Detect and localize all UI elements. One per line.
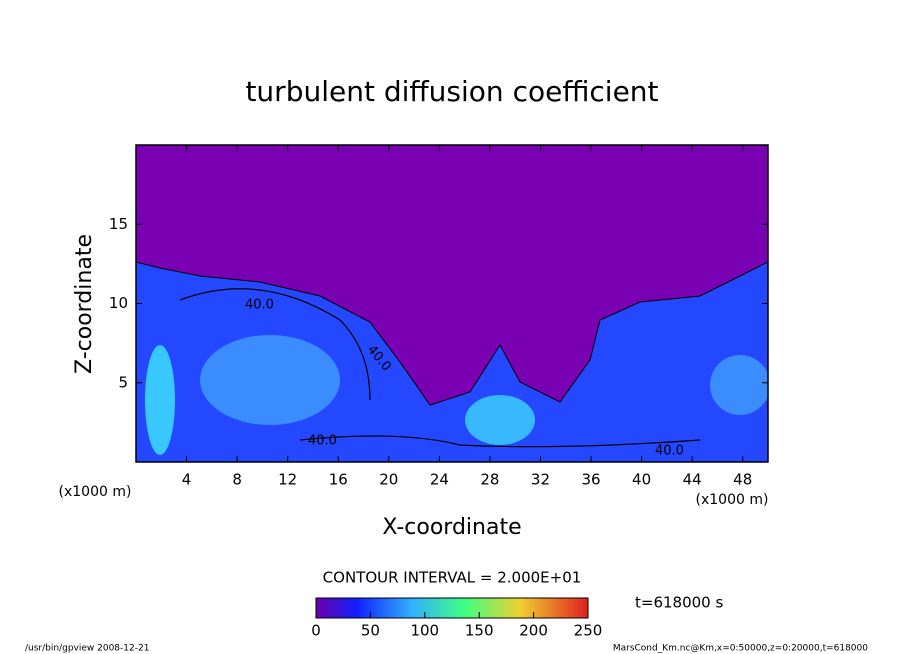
colorbar-tick-label: 250 (574, 622, 603, 640)
contour-label: 40.0 (308, 434, 337, 449)
contour-label: 40.0 (245, 298, 274, 313)
field-region (710, 355, 768, 415)
colorbar-tick-label: 150 (465, 622, 494, 640)
x-axis-label: X-coordinate (382, 515, 521, 540)
colorbar-tick-label: 200 (519, 622, 548, 640)
contour-label: 40.0 (655, 444, 684, 459)
x-tick-label: 12 (278, 471, 297, 489)
x-tick-label: 16 (329, 471, 348, 489)
colorbar-tick-label: 0 (311, 622, 321, 640)
y-tick-label: 5 (118, 373, 128, 391)
chart-title: turbulent diffusion coefficient (245, 75, 658, 108)
x-tick-label: 20 (379, 471, 398, 489)
x-tick-label: 24 (430, 471, 449, 489)
x-tick-label: 4 (182, 471, 192, 489)
field-region (465, 395, 535, 445)
x-tick-label: 48 (733, 471, 752, 489)
x-tick-label: 32 (531, 471, 550, 489)
x-tick-label: 40 (632, 471, 651, 489)
time-label: t=618000 s (635, 594, 723, 612)
field-region (145, 345, 175, 455)
contour-interval: CONTOUR INTERVAL = 2.000E+01 (323, 569, 582, 587)
contour-line (179, 288, 371, 401)
x-unit: (x1000 m) (59, 484, 132, 500)
x-tick-label: 44 (683, 471, 702, 489)
x-unit: (x1000 m) (696, 492, 769, 508)
footer: MarsCond_Km.nc@Km,x=0:50000,z=0:20000,t=… (613, 644, 868, 654)
y-tick-label: 10 (109, 294, 128, 312)
colorbar-tick-label: 50 (361, 622, 380, 640)
y-axis-label: Z-coordinate (72, 234, 97, 374)
contour-field (136, 145, 768, 462)
x-tick-label: 28 (480, 471, 499, 489)
colorbar (315, 597, 589, 619)
y-tick-label: 15 (109, 215, 128, 233)
contour-line (299, 435, 701, 448)
field-region (200, 335, 340, 425)
colorbar-tick-label: 100 (410, 622, 439, 640)
x-tick-label: 36 (581, 471, 600, 489)
x-tick-label: 8 (232, 471, 242, 489)
footer: /usr/bin/gpview 2008-12-21 (25, 644, 149, 654)
